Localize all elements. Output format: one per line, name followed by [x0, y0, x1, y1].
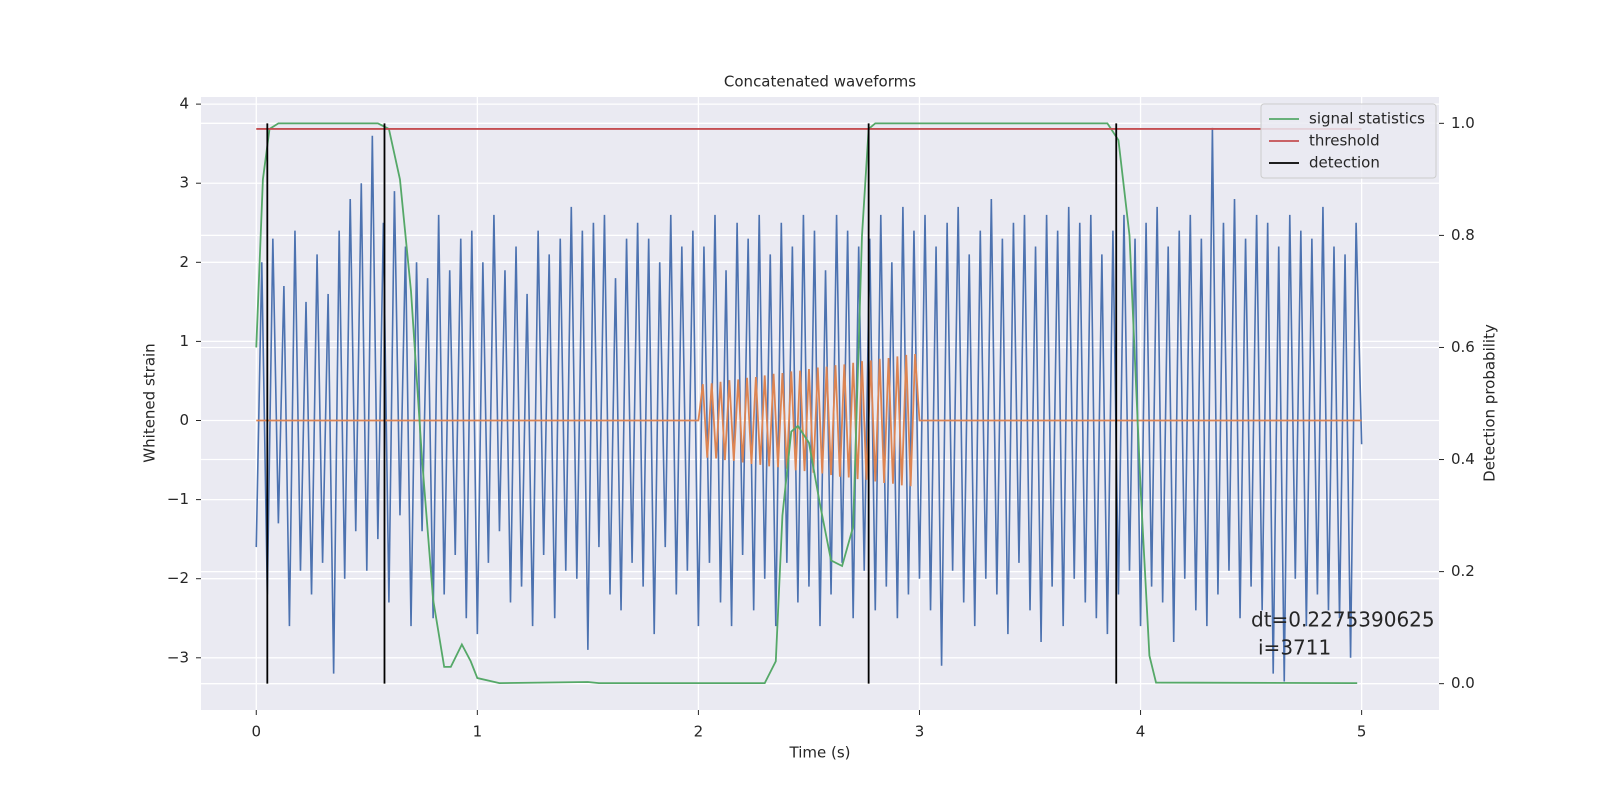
x-tick-label: 0 — [251, 723, 261, 741]
legend-label: signal statistics — [1309, 110, 1425, 128]
x-tick-label: 2 — [694, 723, 704, 741]
y2-tick-label: 0.2 — [1451, 562, 1475, 580]
y-tick-label: 4 — [179, 95, 189, 113]
y2-tick-label: 0.4 — [1451, 450, 1475, 468]
x-tick-label: 3 — [915, 723, 925, 741]
y-tick-label: −1 — [167, 490, 189, 508]
y2-tick-label: 1.0 — [1451, 114, 1475, 132]
x-tick-label: 4 — [1136, 723, 1146, 741]
plot-marks — [255, 122, 1363, 685]
y-axis-label: Whitened strain — [141, 343, 159, 462]
legend-box — [1260, 103, 1437, 179]
y2-tick-label: 0.6 — [1451, 338, 1475, 356]
legend-label: detection — [1309, 154, 1380, 172]
x-axis-label: Time (s) — [789, 744, 851, 762]
annotation: dt=0.2275390625 — [1251, 608, 1435, 632]
x-tick-label: 5 — [1357, 723, 1367, 741]
legend: signal statistics threshold detection — [1260, 103, 1437, 179]
y-tick-label: 3 — [179, 174, 189, 192]
y-tick-label: 0 — [179, 411, 189, 429]
series-line — [255, 127, 1363, 682]
x-tick-label: 1 — [473, 723, 483, 741]
series-line — [255, 122, 1358, 685]
y-tick-label: −2 — [167, 569, 189, 587]
annotation: i=3711 — [1258, 636, 1331, 660]
y-tick-label: −3 — [167, 648, 189, 666]
legend-label: threshold — [1309, 132, 1380, 150]
series-line — [256, 354, 1362, 487]
chart-title: Concatenated waveforms — [724, 73, 916, 91]
y2-axis-label: Detection probability — [1481, 324, 1499, 482]
y-tick-label: 2 — [179, 253, 189, 271]
y2-tick-label: 0.8 — [1451, 226, 1475, 244]
y2-tick-label: 0.0 — [1451, 674, 1475, 692]
y-tick-label: 1 — [179, 332, 189, 350]
